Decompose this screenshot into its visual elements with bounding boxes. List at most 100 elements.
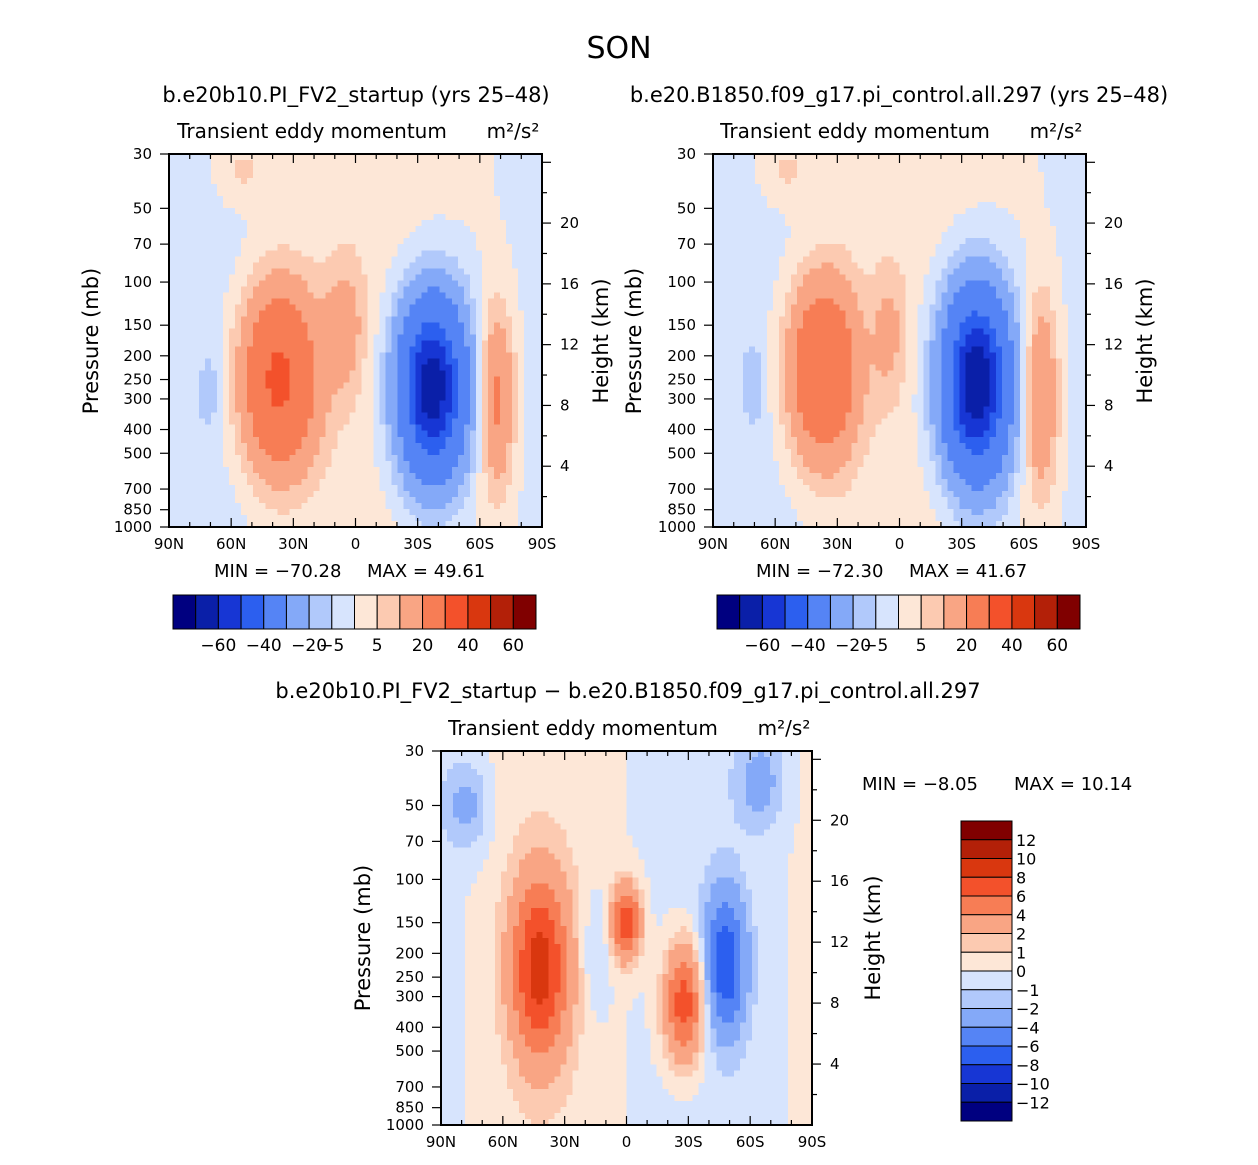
contour-cell: [404, 178, 411, 185]
contour-cell: [452, 503, 459, 510]
contour-cell: [809, 166, 816, 173]
contour-cell: [779, 232, 786, 239]
contour-cell: [283, 202, 290, 209]
contour-cell: [337, 437, 344, 444]
contour-cell: [277, 262, 284, 269]
contour-cell: [271, 353, 278, 360]
contour-cell: [277, 328, 284, 335]
contour-cell: [1026, 166, 1033, 173]
contour-cell: [349, 389, 356, 396]
contour-cell: [500, 208, 507, 215]
contour-cell: [446, 419, 453, 426]
contour-cell: [271, 166, 278, 173]
contour-cell: [380, 310, 387, 317]
contour-cell: [422, 196, 429, 203]
contour-cell: [422, 371, 429, 378]
contour-cell: [518, 365, 525, 372]
contour-cell: [404, 268, 411, 275]
contour-cell: [500, 401, 507, 408]
contour-cell: [791, 196, 798, 203]
contour-cell: [380, 232, 387, 239]
contour-cell: [398, 316, 405, 323]
contour-cell: [1062, 172, 1069, 179]
contour-cell: [223, 190, 230, 197]
contour-cell: [851, 184, 858, 191]
contour-cell: [404, 461, 411, 468]
contour-cell: [767, 220, 774, 227]
contour-cell: [283, 437, 290, 444]
contour-cell: [863, 226, 870, 233]
contour-cell: [392, 256, 399, 263]
contour-cell: [1050, 238, 1057, 245]
contour-cell: [1062, 208, 1069, 215]
contour-cell: [295, 449, 302, 456]
contour-cell: [719, 250, 726, 257]
contour-cell: [434, 232, 441, 239]
contour-cell: [175, 479, 182, 486]
contour-cell: [181, 214, 188, 221]
contour-cell: [869, 178, 876, 185]
contour-cell: [966, 160, 973, 167]
contour-cell: [494, 347, 501, 354]
contour-cell: [1068, 238, 1075, 245]
contour-cell: [259, 491, 266, 498]
contour-cell: [205, 485, 212, 492]
contour-cell: [265, 202, 272, 209]
contour-cell: [356, 461, 363, 468]
contour-cell: [307, 244, 314, 251]
contour-cell: [283, 443, 290, 450]
contour-cell: [749, 178, 756, 185]
contour-cell: [440, 425, 447, 432]
contour-cell: [277, 389, 284, 396]
contour-cell: [488, 256, 495, 263]
contour-cell: [205, 395, 212, 402]
contour-cell: [307, 479, 314, 486]
contour-cell: [476, 172, 483, 179]
contour-cell: [271, 479, 278, 486]
contour-cell: [295, 256, 302, 263]
contour-cell: [356, 467, 363, 474]
contour-cell: [356, 208, 363, 215]
contour-cell: [289, 419, 296, 426]
contour-cell: [494, 353, 501, 360]
contour-cell: [325, 286, 332, 293]
contour-cell: [229, 202, 236, 209]
contour-cell: [175, 196, 182, 203]
contour-cell: [374, 383, 381, 390]
contour-cell: [229, 509, 236, 516]
contour-cell: [506, 322, 513, 329]
contour-cell: [912, 244, 919, 251]
contour-cell: [512, 341, 519, 348]
contour-cell: [797, 220, 804, 227]
contour-cell: [253, 322, 260, 329]
contour-cell: [725, 250, 732, 257]
contour-cell: [362, 431, 369, 438]
contour-cell: [229, 274, 236, 281]
contour-cell: [253, 244, 260, 251]
contour-cell: [349, 455, 356, 462]
contour-cell: [181, 322, 188, 329]
contour-cell: [416, 316, 423, 323]
contour-cell: [512, 389, 519, 396]
contour-cell: [446, 389, 453, 396]
contour-cell: [356, 449, 363, 456]
contour-cell: [773, 226, 780, 233]
contour-cell: [851, 202, 858, 209]
contour-cell: [337, 443, 344, 450]
contour-cell: [295, 310, 302, 317]
contour-cell: [446, 166, 453, 173]
contour-cell: [349, 256, 356, 263]
contour-cell: [181, 220, 188, 227]
contour-cell: [175, 274, 182, 281]
contour-cell: [247, 262, 254, 269]
contour-cell: [434, 280, 441, 287]
contour-cell: [500, 214, 507, 221]
contour-cell: [301, 461, 308, 468]
contour-cell: [482, 304, 489, 311]
contour-cell: [990, 190, 997, 197]
contour-cell: [809, 184, 816, 191]
contour-cell: [337, 509, 344, 516]
contour-cell: [380, 178, 387, 185]
contour-cell: [440, 316, 447, 323]
contour-cell: [313, 310, 320, 317]
